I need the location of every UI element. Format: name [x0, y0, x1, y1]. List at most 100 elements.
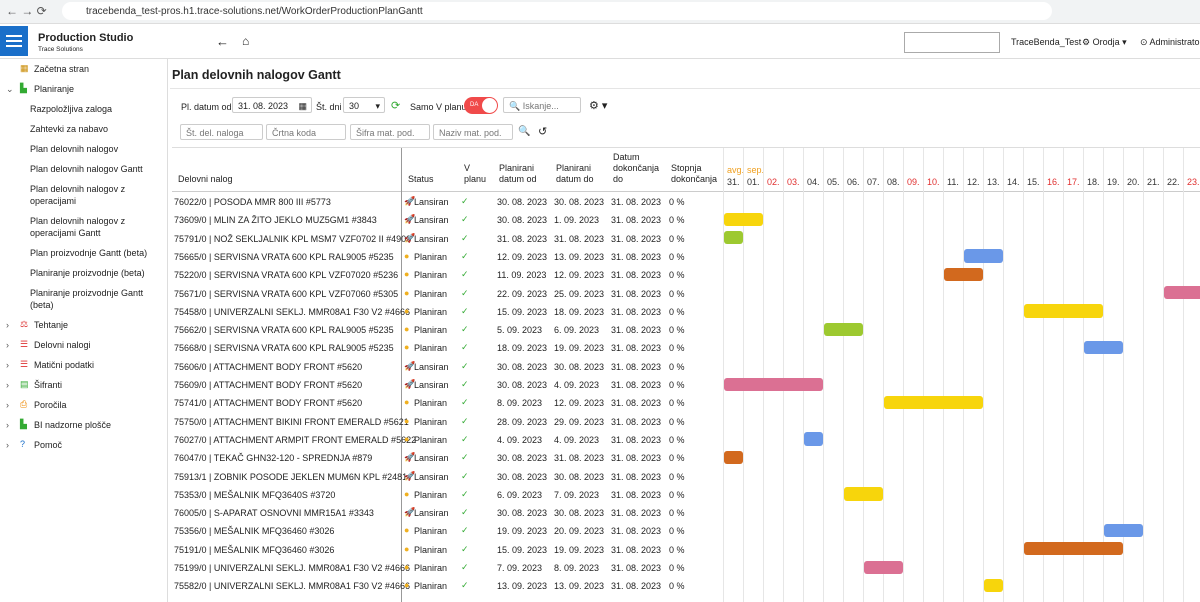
date-from: 30. 08. 2023: [497, 471, 548, 482]
days-select[interactable]: 30 ▾: [343, 97, 385, 113]
progress: 0 %: [669, 380, 685, 390]
status-icon: 🚀: [404, 470, 416, 481]
url-box[interactable]: [62, 2, 1052, 20]
gantt-bar[interactable]: [984, 578, 1003, 593]
status-icon: ●: [404, 415, 410, 426]
due-date: 31. 08. 2023: [611, 471, 662, 482]
day-label: 16.: [1047, 177, 1060, 187]
in-plan-check: ✓: [461, 214, 469, 225]
tools[interactable]: ⚙ Orodja ▾: [1082, 37, 1127, 47]
menu-item[interactable]: › ⚖ Tehtanje: [0, 315, 167, 335]
order-filter[interactable]: Št. del. naloga: [180, 124, 263, 140]
menu-button[interactable]: [0, 26, 28, 56]
refresh[interactable]: ⟳: [391, 100, 401, 112]
date-from: 18. 09. 2023: [497, 343, 548, 354]
day-label: 23.: [1187, 177, 1200, 187]
gantt-bar[interactable]: [1024, 304, 1103, 318]
menu-item[interactable]: Plan delovnih nalogov Gantt: [0, 159, 161, 179]
gantt-bar[interactable]: [864, 560, 903, 574]
gantt-bar[interactable]: [964, 249, 1003, 263]
menu-item[interactable]: Zahtevki za nabavo: [0, 119, 161, 139]
day-gridline: [903, 148, 904, 602]
app-header: Production Studio Trace Solutions ← ⌂ Tr…: [0, 24, 1200, 59]
toggle[interactable]: DA: [464, 97, 498, 114]
back[interactable]: ←: [216, 34, 229, 49]
home[interactable]: ⌂: [242, 34, 250, 48]
due-date: 31. 08. 2023: [611, 563, 662, 573]
order: 75609/0 | ATTACHMENT BODY FRONT #5620: [174, 380, 363, 390]
placeholder: Iskanje...: [522, 101, 559, 111]
column-header: Stopnja dokončanja: [671, 163, 718, 184]
menu-item[interactable]: › ☰ Delovni nalogi: [0, 335, 167, 355]
menu-item[interactable]: › ▤ Šifranti: [0, 375, 167, 395]
icon: ▙: [20, 419, 27, 429]
gantt-bar[interactable]: [1164, 286, 1200, 300]
user[interactable]: TraceBenda_Test: [1011, 37, 1082, 47]
nav-icons[interactable]: ← → ⟳: [6, 4, 47, 18]
gantt-bar[interactable]: [944, 267, 983, 281]
status-icon: ●: [404, 562, 410, 572]
menu-item[interactable]: Razpoložljiva zaloga: [0, 99, 161, 119]
day-gridline: [1103, 148, 1104, 602]
status-icon: ●: [404, 305, 410, 316]
search[interactable]: 🔍 Iskanje...: [503, 97, 581, 113]
menu-item[interactable]: › ▙ BI nadzorne plošče: [0, 415, 167, 435]
day-gridline: [1123, 148, 1124, 602]
settings[interactable]: ⚙ ▾: [589, 100, 608, 112]
menu-item[interactable]: › ⎙ Poročila: [0, 395, 167, 415]
column-divider: [401, 148, 402, 602]
menu-item[interactable]: ▦ Začetna stran: [0, 59, 167, 79]
due-date: 31. 08. 2023: [611, 581, 662, 592]
chevron: ⌄: [6, 84, 14, 94]
admin[interactable]: ⊙ Administrator: [1140, 37, 1200, 48]
menu-item[interactable]: Plan delovnih nalogov: [0, 139, 161, 159]
search-button[interactable]: 🔍: [518, 126, 531, 137]
menu-item[interactable]: Plan delovnih nalogov z operacijami: [0, 179, 161, 211]
gantt-bar[interactable]: [884, 395, 983, 410]
gantt-bar[interactable]: [1024, 542, 1123, 556]
day-label: 08.: [887, 177, 900, 187]
in-plan-check: ✓: [461, 452, 469, 463]
column-header: Planirani datum od: [499, 163, 537, 184]
gantt-bar[interactable]: [724, 450, 743, 464]
menu-item[interactable]: Planiranje proizvodnje Gantt (beta): [0, 283, 161, 315]
status: Planiran: [414, 306, 448, 317]
status: Planiran: [414, 270, 448, 281]
progress: 0 %: [669, 453, 685, 464]
menu-item[interactable]: Planiranje proizvodnje (beta): [0, 263, 161, 283]
name-filter[interactable]: Naziv mat. pod.: [433, 124, 513, 140]
chevron: ›: [6, 380, 9, 390]
gantt-bar[interactable]: [724, 212, 763, 227]
gantt-bar[interactable]: [804, 432, 823, 446]
menu-item[interactable]: › ☰ Matični podatki: [0, 355, 167, 375]
gantt-bar[interactable]: [824, 322, 863, 336]
gantt-bar[interactable]: [724, 377, 823, 391]
day-gridline: [823, 148, 824, 602]
in-plan-check: ✓: [461, 562, 469, 572]
gantt-bar[interactable]: [1104, 523, 1143, 538]
menu-item[interactable]: Plan proizvodnje Gantt (beta): [0, 243, 161, 263]
date-input[interactable]: 31. 08. 2023 ▦: [232, 97, 312, 113]
day-gridline: [1083, 148, 1084, 602]
status: Planiran: [414, 343, 448, 354]
day-gridline: [723, 148, 724, 602]
day-label: 21.: [1147, 177, 1160, 187]
day-label: 01.: [747, 177, 760, 187]
progress: 0 %: [669, 306, 685, 317]
code-filter[interactable]: Šifra mat. pod.: [350, 124, 430, 140]
in-plan-check: ✓: [461, 269, 469, 280]
menu-item[interactable]: ⌄ ▙ Planiranje: [0, 79, 167, 99]
in-plan-check: ✓: [461, 232, 469, 243]
gantt-table: Delovni nalog Status V planu Planirani datu…: [172, 147, 1200, 602]
gantt-bar[interactable]: [844, 487, 883, 501]
gantt-bar[interactable]: [1084, 340, 1123, 355]
menu-item[interactable]: ›? Pomoč: [0, 435, 167, 455]
icon: ☰: [20, 359, 29, 369]
barcode-filter[interactable]: Črtna koda: [266, 124, 346, 140]
icon: ▦: [20, 63, 29, 73]
day-gridline: [883, 148, 884, 602]
chevron: ›: [6, 400, 9, 410]
reset[interactable]: ↺: [538, 126, 548, 138]
gantt-bar[interactable]: [724, 231, 743, 245]
menu-item[interactable]: Plan delovnih nalogov z operacijami Gant…: [0, 211, 161, 243]
